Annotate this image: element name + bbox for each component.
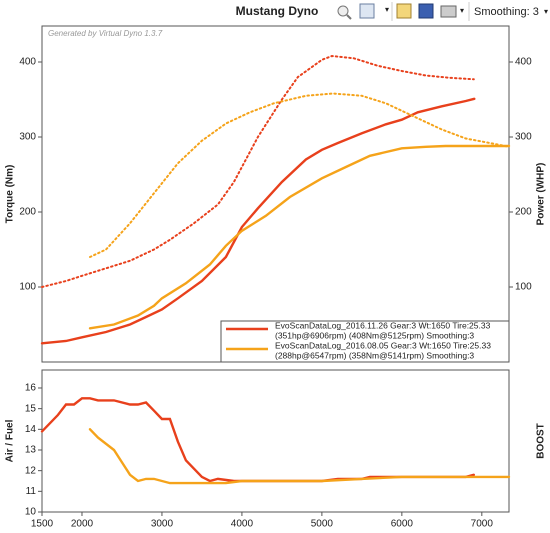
y2-tick-label: 100 <box>515 282 532 293</box>
settings-button[interactable]: ▾ <box>359 3 389 19</box>
series-line <box>41 54 475 288</box>
y2-tick-label: 200 <box>515 207 532 218</box>
series-line <box>88 428 511 485</box>
y-tick-label: 16 <box>25 383 37 394</box>
open-button[interactable] <box>396 3 412 19</box>
legend-box <box>220 320 510 363</box>
x-tick-label: 4000 <box>231 519 254 530</box>
series-line <box>40 97 476 345</box>
y-tick-label: 400 <box>19 57 36 68</box>
x-tick-label: 6000 <box>391 519 414 530</box>
smoothing-dropdown[interactable]: Smoothing: 3 ▾ <box>474 6 548 18</box>
legend-label: (288hp@6547rpm) (358Nm@5141rpm) Smoothin… <box>275 350 474 360</box>
legend-label: EvoScanDataLog_2016.11.26 Gear:3 Wt:1650… <box>275 320 491 330</box>
y-axis-label: Torque (Nm) <box>5 165 16 224</box>
print-button[interactable]: ▾ <box>440 5 464 18</box>
y2-tick-label: 400 <box>515 57 532 68</box>
x-tick-label: 7000 <box>471 519 494 530</box>
svg-text:▾: ▾ <box>460 6 464 15</box>
toolbar: Mustang Dyno ▾ ▾ Smoothing: 3 ▾ <box>236 2 548 21</box>
x-tick-label: 3000 <box>151 519 174 530</box>
svg-text:▾: ▾ <box>385 5 389 14</box>
y-axis-label: Air / Fuel <box>5 419 16 462</box>
zoom-button[interactable] <box>337 5 352 20</box>
x-tick-label: 1500 <box>31 519 54 530</box>
x-tick-label: 2000 <box>71 519 94 530</box>
y-tick-label: 10 <box>25 507 37 518</box>
y-tick-label: 13 <box>25 445 37 456</box>
watermark: Generated by Virtual Dyno 1.3.7 <box>48 29 163 38</box>
y-tick-label: 100 <box>19 282 36 293</box>
legend-label: (351hp@6906rpm) (408Nm@5125rpm) Smoothin… <box>275 330 474 340</box>
dropdown-arrow: ▾ <box>544 7 548 16</box>
plots: 100 200 300 400 100 200 300 400 Torque (Nm) Power… <box>5 25 547 530</box>
y-tick-label: 15 <box>25 403 37 414</box>
plot-frame <box>41 25 510 363</box>
y2-axis-label: Power (WHP) <box>536 163 547 226</box>
y2-axis-label: BOOST <box>536 423 547 459</box>
legend-label: EvoScanDataLog_2016.08.05 Gear:3 Wt:1650… <box>275 340 491 350</box>
y-tick-label: 14 <box>25 424 37 435</box>
series-line <box>88 144 511 330</box>
smoothing-label: Smoothing: 3 <box>474 6 539 18</box>
y-tick-label: 300 <box>19 132 36 143</box>
y-tick-label: 11 <box>26 486 37 497</box>
page-title: Mustang Dyno <box>236 4 319 18</box>
legend: EvoScanDataLog_2016.11.26 Gear:3 Wt:1650… <box>220 320 510 363</box>
y-tick-label: 12 <box>25 465 37 476</box>
y2-tick-label: 300 <box>515 132 532 143</box>
save-button[interactable] <box>418 3 434 19</box>
plot-frame <box>41 369 510 513</box>
y-tick-label: 200 <box>19 207 36 218</box>
series-line <box>89 92 510 258</box>
x-tick-label: 5000 <box>311 519 334 530</box>
